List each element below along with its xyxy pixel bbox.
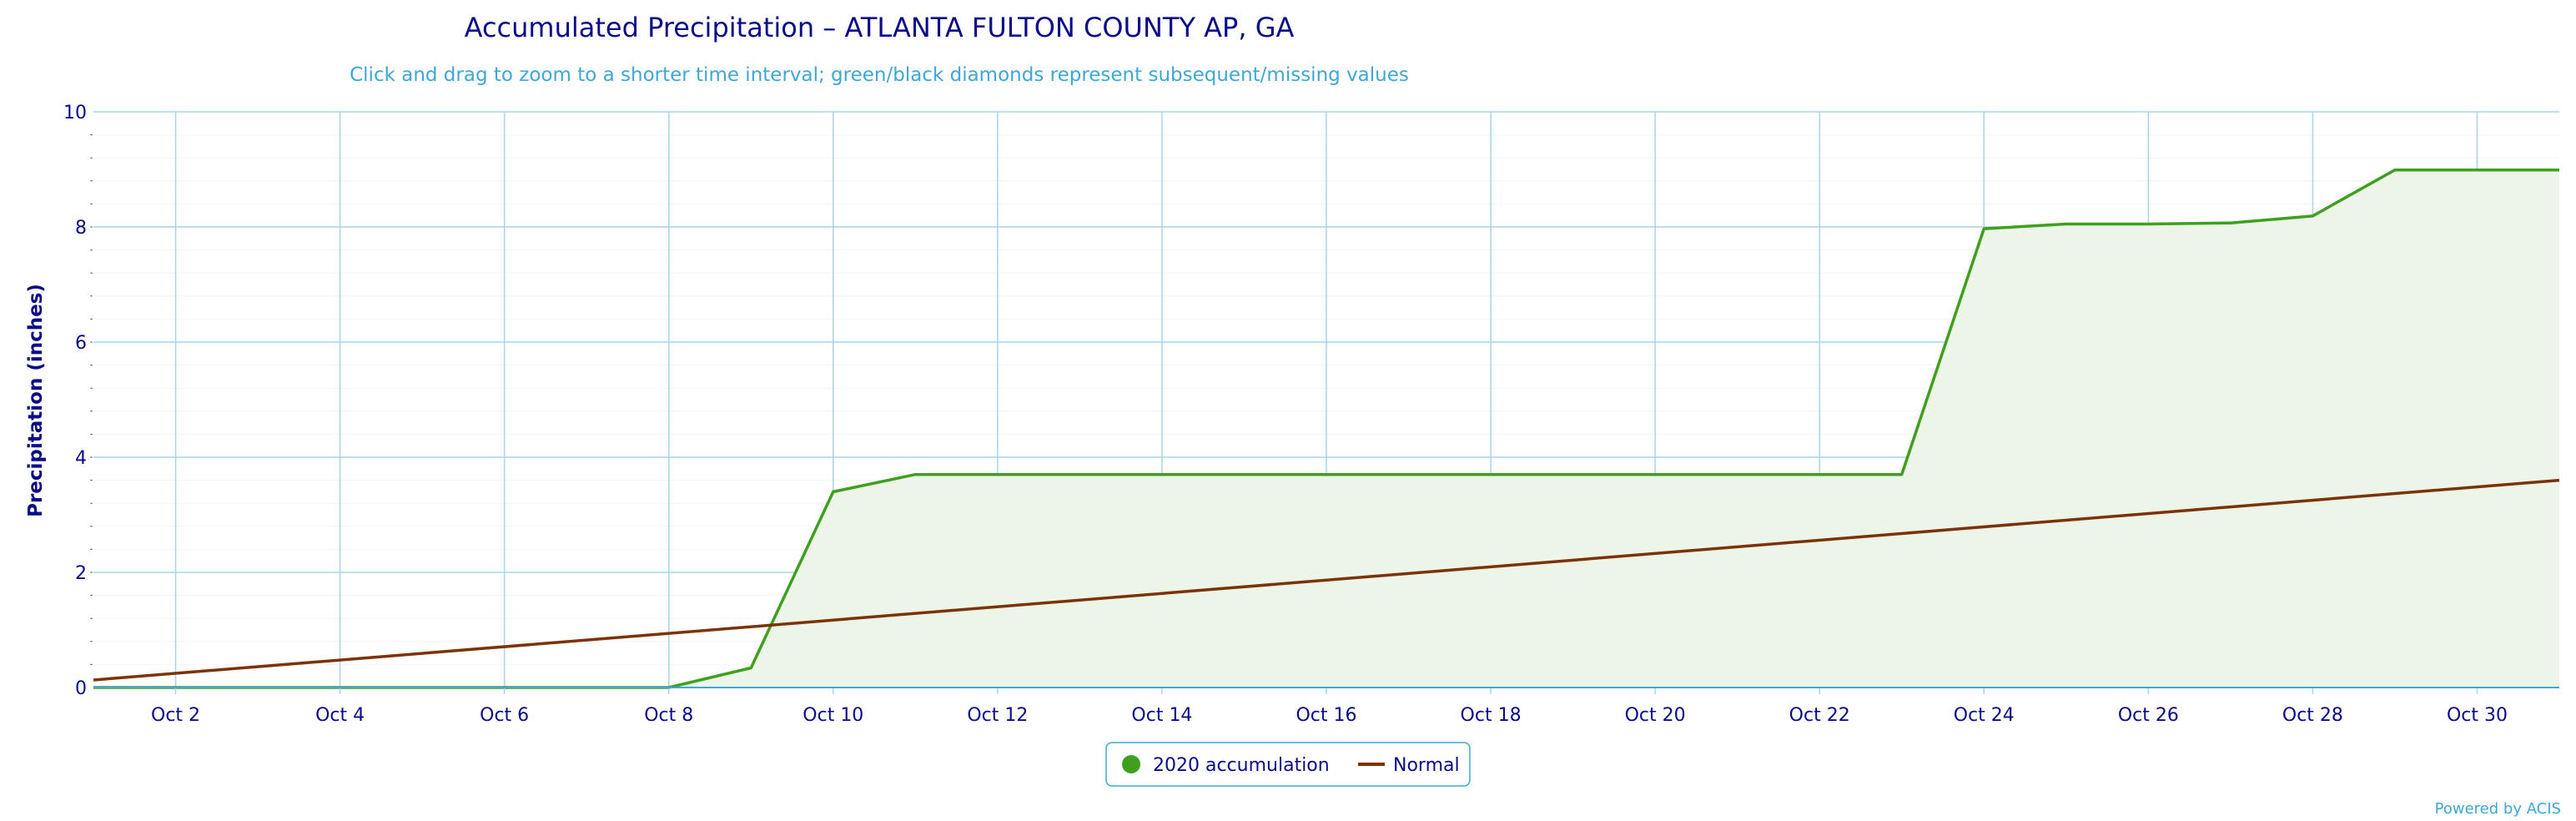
credit-link[interactable]: Powered by ACIS bbox=[2435, 800, 2561, 818]
y-tick-label: 0 bbox=[75, 678, 87, 699]
legend-box bbox=[1105, 742, 1471, 787]
legend-item-accumulation[interactable]: 2020 accumulation bbox=[1122, 755, 1330, 776]
x-tick-label: Oct 14 bbox=[1131, 705, 1192, 726]
y-tick-label: 2 bbox=[75, 563, 87, 584]
x-tick-label: Oct 2 bbox=[151, 705, 200, 726]
legend-marker-accumulation bbox=[1122, 755, 1140, 773]
x-tick-label: Oct 20 bbox=[1625, 705, 1686, 726]
chart-title: Accumulated Precipitation – ATLANTA FULT… bbox=[465, 12, 1295, 43]
legend[interactable]: 2020 accumulation Normal bbox=[1105, 742, 1471, 787]
y-tick-label: 10 bbox=[63, 103, 87, 123]
x-tick-label: Oct 16 bbox=[1296, 705, 1356, 726]
chart-subtitle: Click and drag to zoom to a shorter time… bbox=[350, 64, 1409, 86]
x-tick-label: Oct 6 bbox=[480, 705, 529, 726]
y-tick-label: 4 bbox=[75, 448, 87, 469]
x-tick-label: Oct 12 bbox=[967, 705, 1028, 726]
x-tick-label: Oct 28 bbox=[2282, 705, 2343, 726]
x-tick-label: Oct 10 bbox=[802, 705, 863, 726]
series-line-normal[interactable] bbox=[93, 478, 2560, 682]
y-tick-label: 8 bbox=[75, 218, 87, 239]
legend-label-accumulation: 2020 accumulation bbox=[1153, 755, 1330, 776]
x-tick-label: Oct 24 bbox=[1954, 705, 2015, 726]
series-area-accumulation bbox=[93, 169, 2559, 688]
x-tick-label: Oct 18 bbox=[1461, 705, 1522, 726]
y-axis-label: Precipitation (inches) bbox=[25, 284, 47, 517]
x-tick-label: Oct 30 bbox=[2447, 705, 2508, 726]
legend-item-normal[interactable]: Normal bbox=[1358, 755, 1460, 776]
legend-label-normal: Normal bbox=[1393, 755, 1460, 776]
x-tick-label: Oct 8 bbox=[644, 705, 693, 726]
x-tick-label: Oct 26 bbox=[2118, 705, 2179, 726]
y-tick-label: 6 bbox=[75, 333, 87, 354]
x-tick-label: Oct 4 bbox=[315, 705, 365, 726]
x-tick-label: Oct 22 bbox=[1789, 705, 1850, 726]
axes: 0 2 4 6 8 10 Oct 2 Oct 4 Oct 6 Oct 8 Oct 10 Oct 12 O… bbox=[63, 103, 2559, 726]
